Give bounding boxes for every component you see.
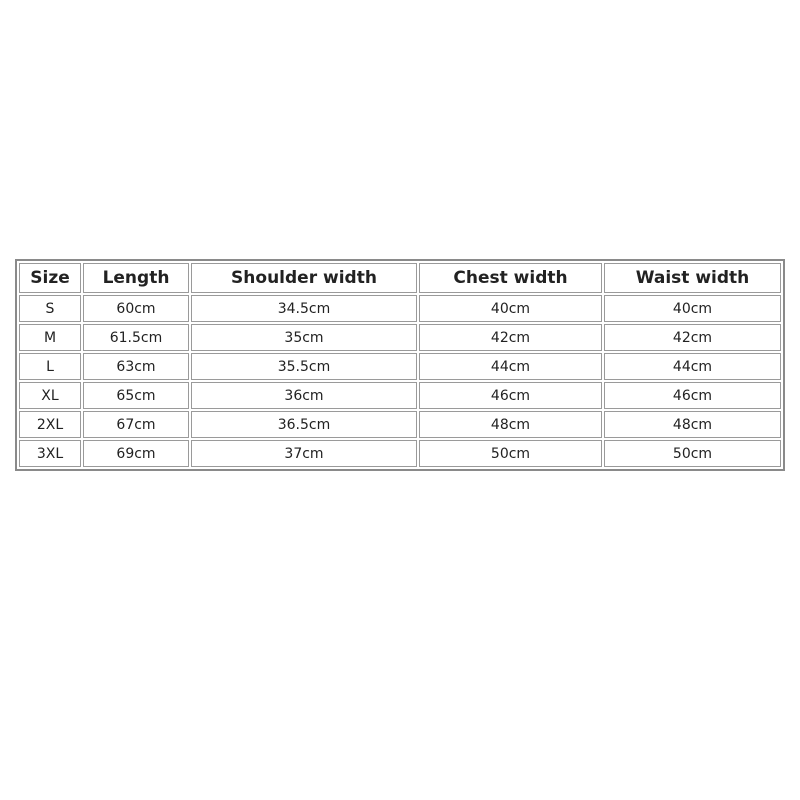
cell-chest-width: 42cm xyxy=(419,324,602,351)
header-length: Length xyxy=(83,263,189,293)
cell-size: 2XL xyxy=(19,411,81,438)
cell-shoulder-width: 36.5cm xyxy=(191,411,417,438)
header-row: Size Length Shoulder width Chest width W… xyxy=(19,263,781,293)
cell-shoulder-width: 36cm xyxy=(191,382,417,409)
cell-shoulder-width: 35.5cm xyxy=(191,353,417,380)
cell-size: S xyxy=(19,295,81,322)
cell-shoulder-width: 35cm xyxy=(191,324,417,351)
cell-length: 60cm xyxy=(83,295,189,322)
table-row: M 61.5cm 35cm 42cm 42cm xyxy=(19,324,781,351)
table-row: 2XL 67cm 36.5cm 48cm 48cm xyxy=(19,411,781,438)
table-row: L 63cm 35.5cm 44cm 44cm xyxy=(19,353,781,380)
cell-chest-width: 44cm xyxy=(419,353,602,380)
cell-shoulder-width: 37cm xyxy=(191,440,417,467)
cell-waist-width: 40cm xyxy=(604,295,781,322)
cell-size: 3XL xyxy=(19,440,81,467)
cell-shoulder-width: 34.5cm xyxy=(191,295,417,322)
cell-chest-width: 48cm xyxy=(419,411,602,438)
cell-waist-width: 42cm xyxy=(604,324,781,351)
cell-length: 63cm xyxy=(83,353,189,380)
header-shoulder-width: Shoulder width xyxy=(191,263,417,293)
cell-waist-width: 44cm xyxy=(604,353,781,380)
cell-chest-width: 40cm xyxy=(419,295,602,322)
cell-length: 69cm xyxy=(83,440,189,467)
header-size: Size xyxy=(19,263,81,293)
cell-waist-width: 48cm xyxy=(604,411,781,438)
header-chest-width: Chest width xyxy=(419,263,602,293)
table-row: XL 65cm 36cm 46cm 46cm xyxy=(19,382,781,409)
cell-size: M xyxy=(19,324,81,351)
header-waist-width: Waist width xyxy=(604,263,781,293)
cell-size: L xyxy=(19,353,81,380)
cell-length: 61.5cm xyxy=(83,324,189,351)
size-chart-table: Size Length Shoulder width Chest width W… xyxy=(15,259,785,471)
cell-size: XL xyxy=(19,382,81,409)
table-row: 3XL 69cm 37cm 50cm 50cm xyxy=(19,440,781,467)
table-row: S 60cm 34.5cm 40cm 40cm xyxy=(19,295,781,322)
cell-chest-width: 46cm xyxy=(419,382,602,409)
cell-waist-width: 50cm xyxy=(604,440,781,467)
cell-length: 67cm xyxy=(83,411,189,438)
cell-waist-width: 46cm xyxy=(604,382,781,409)
cell-chest-width: 50cm xyxy=(419,440,602,467)
cell-length: 65cm xyxy=(83,382,189,409)
